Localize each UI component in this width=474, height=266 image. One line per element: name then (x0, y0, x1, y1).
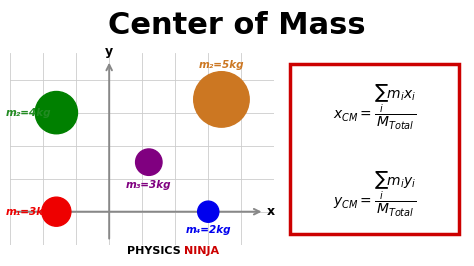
Circle shape (35, 92, 77, 134)
Text: m₃=3kg: m₃=3kg (126, 180, 172, 190)
Text: m₂=5kg: m₂=5kg (199, 60, 244, 70)
Circle shape (42, 197, 71, 226)
Text: $y_{CM} = \dfrac{\sum_i m_i y_i}{M_{Total}}$: $y_{CM} = \dfrac{\sum_i m_i y_i}{M_{Tota… (333, 170, 416, 219)
Text: PHYSICS: PHYSICS (127, 246, 184, 256)
Text: NINJA: NINJA (184, 246, 219, 256)
FancyBboxPatch shape (290, 64, 459, 234)
Circle shape (194, 72, 249, 127)
Text: Center of Mass: Center of Mass (108, 11, 366, 40)
Text: m₂=4kg: m₂=4kg (6, 108, 51, 118)
Text: x: x (266, 205, 274, 218)
Text: $x_{CM} = \dfrac{\sum_i m_i x_i}{M_{Total}}$: $x_{CM} = \dfrac{\sum_i m_i x_i}{M_{Tota… (333, 83, 416, 132)
Circle shape (136, 149, 162, 175)
Circle shape (198, 201, 219, 222)
Text: y: y (105, 45, 113, 58)
Text: m₄=2kg: m₄=2kg (185, 225, 231, 235)
Text: m₁=3kg: m₁=3kg (6, 207, 51, 217)
